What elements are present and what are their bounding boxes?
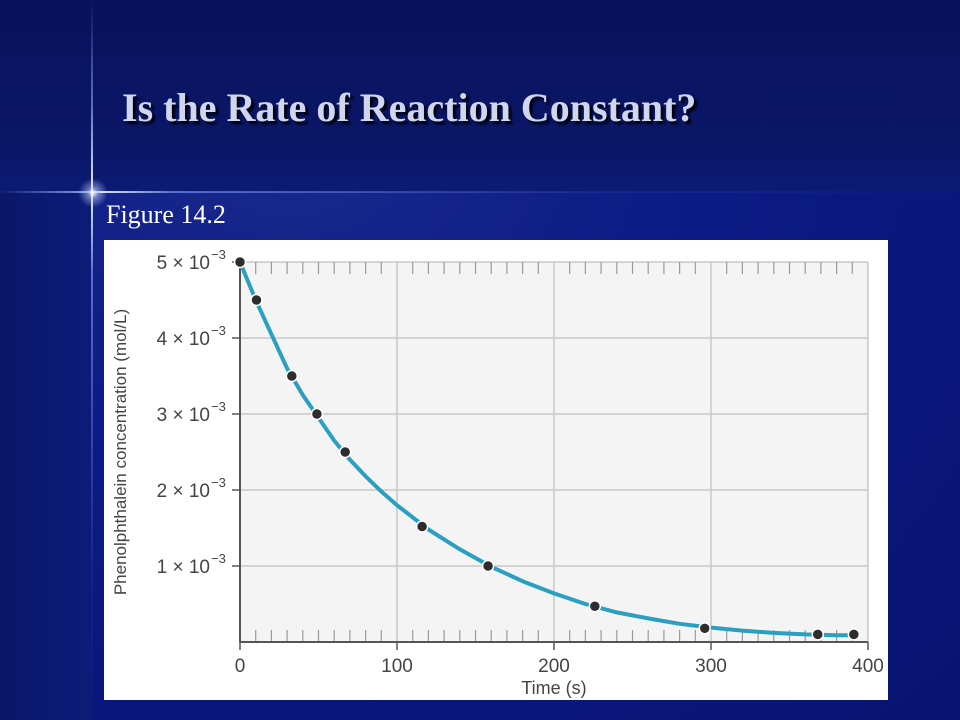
figure-label: Figure 14.2 (106, 200, 226, 229)
y-tick-exponent: −3 (211, 247, 226, 262)
data-point-7 (588, 600, 602, 613)
x-axis-label: Time (s) (521, 678, 586, 698)
y-tick-label: 4 × 10 (157, 329, 210, 350)
data-point-3 (310, 407, 324, 421)
x-tick-labels: 0 100 200 300 400 (235, 656, 884, 677)
y-tick-label: 3 × 10 (157, 405, 210, 426)
y-tick-exponent: −3 (211, 475, 226, 490)
x-tick-label-100: 100 (381, 656, 413, 677)
y-tick-exponent: −3 (211, 551, 226, 566)
data-point-8 (698, 622, 711, 635)
decorative-vertical-line (91, 0, 93, 720)
y-tick-label: 1 × 10 (157, 557, 210, 578)
x-tick-label-400: 400 (852, 656, 884, 677)
y-tick-exponent: −3 (211, 399, 226, 414)
axes (239, 262, 868, 643)
data-point-0 (233, 255, 247, 269)
y-tick-label: 2 × 10 (157, 481, 210, 502)
decay-curve (238, 260, 856, 638)
x-tick-label-0: 0 (235, 656, 246, 677)
decorative-flare (78, 178, 108, 208)
x-tick-label-200: 200 (538, 656, 570, 677)
data-points (233, 255, 861, 641)
y-tick-exponent: −3 (211, 323, 226, 338)
data-point-1 (250, 293, 263, 307)
minor-ticks (232, 261, 869, 650)
concentration-chart: 0 100 200 300 400 1 × 10 −32 × 10 −33 × 10 −34 … (111, 247, 884, 698)
data-point-5 (415, 520, 429, 533)
grid-lines (240, 261, 869, 642)
fit-curve (238, 260, 856, 638)
slide-title: Is the Rate of Reaction Constant? (122, 85, 697, 130)
data-point-2 (285, 369, 299, 383)
x-tick-label-300: 300 (695, 656, 727, 677)
side-band (0, 192, 92, 720)
decorative-horizontal-line (0, 191, 960, 193)
data-point-4 (338, 445, 352, 459)
chart-panel: 0 100 200 300 400 1 × 10 −3 2 × 10 −3 3 × 10 −3 4 … (104, 240, 888, 700)
data-point-6 (481, 559, 495, 573)
data-point-10 (847, 628, 861, 641)
y-tick-label: 5 × 10 (157, 253, 210, 274)
title-band (0, 0, 960, 192)
y-tick-labels: 1 × 10 −32 × 10 −33 × 10 −34 × 10 −35 × 10 −3 (157, 247, 226, 578)
y-axis-label: Phenolphthalein concentration (mol/L) (111, 309, 130, 595)
data-point-9 (811, 628, 825, 641)
